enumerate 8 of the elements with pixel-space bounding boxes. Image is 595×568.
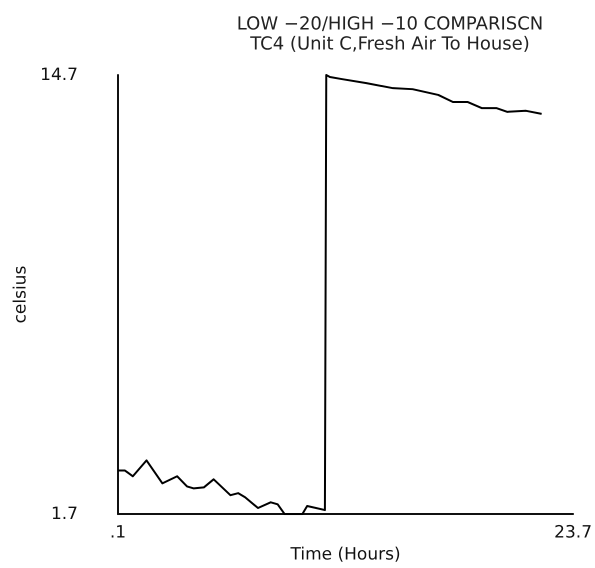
y-tick-label: 1.7 <box>50 504 78 524</box>
x-tick-label: .1 <box>110 522 126 543</box>
x-axis-title: Time (Hours) <box>290 544 401 564</box>
x-tick-label: 23.7 <box>554 522 592 543</box>
y-tick-label: 14.7 <box>40 65 78 85</box>
chart-title: LOW −20/HIGH −10 COMPARISCN <box>236 14 544 34</box>
chart-subtitle: TC4 (Unit C,Fresh Air To House) <box>249 34 530 54</box>
y-axis-title: celsius <box>10 266 31 324</box>
